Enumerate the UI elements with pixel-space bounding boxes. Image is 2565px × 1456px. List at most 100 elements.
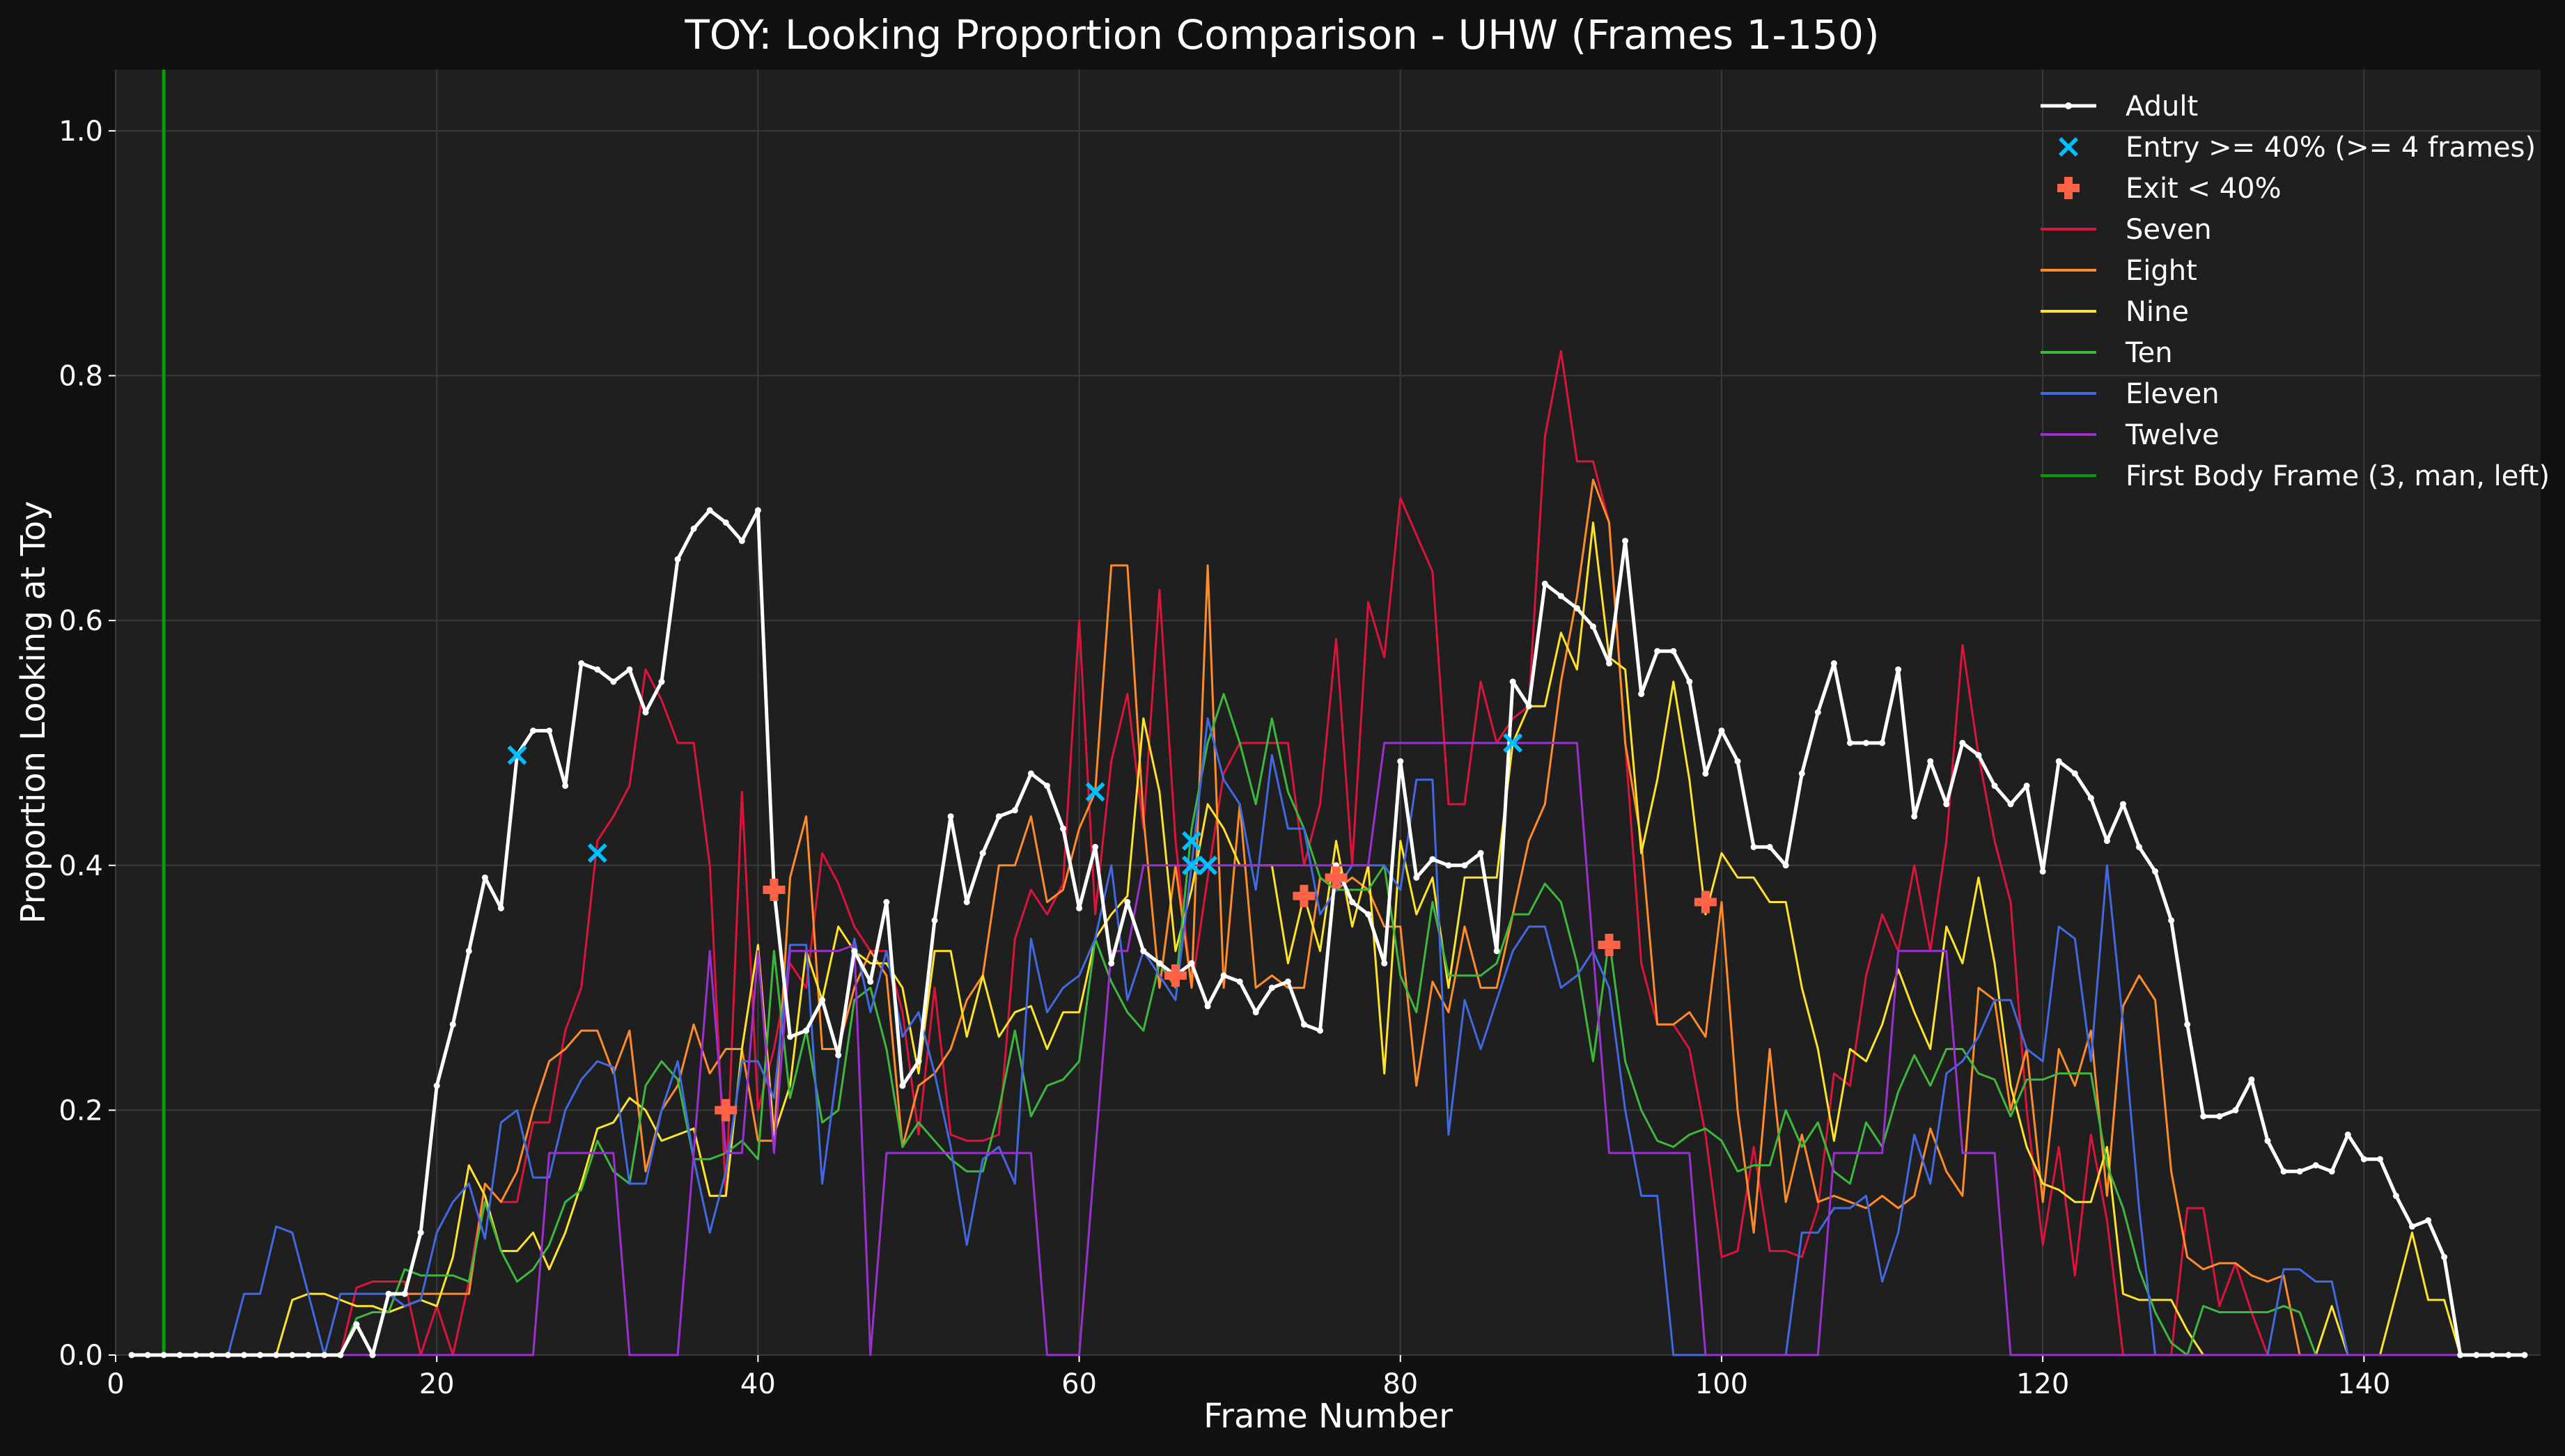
adult-point [481,874,488,881]
plus-marker-shape [1598,934,1621,957]
adult-point [1445,862,1452,869]
adult-point [1606,660,1613,667]
adult-point [835,1051,842,1058]
adult-point [2216,1113,2223,1120]
exit-marker [1293,884,1316,907]
adult-point [224,1352,231,1359]
adult-point [995,813,1002,820]
entry-marker [1198,855,1218,875]
adult-point [931,917,938,924]
adult-point [1092,843,1099,850]
adult-point [1043,782,1050,789]
adult-point [979,850,986,856]
y-axis-label: Proportion Looking at Toy [14,501,53,923]
x-marker-shape [507,745,527,765]
adult-point [337,1352,344,1359]
plus-marker-shape [1164,964,1187,987]
legend-label: Seven [2126,214,2212,246]
adult-point [1654,648,1661,655]
adult-point [1798,770,1805,777]
adult-point [1573,605,1580,612]
adult-point [2264,1137,2271,1144]
entry-marker [1181,855,1201,875]
adult-point [2328,1168,2335,1175]
adult-point [1284,978,1291,985]
adult-point [2312,1161,2319,1168]
x-tick-label: 140 [2337,1368,2390,1400]
entry-marker [587,843,607,863]
adult-point [385,1290,392,1297]
adult-point [1959,739,1966,746]
y-tick-label: 0.2 [59,1095,103,1127]
x-tick-label: 0 [107,1368,124,1400]
entry-marker [507,745,527,765]
adult-point [530,727,537,734]
plus-marker-shape [2057,177,2080,199]
adult-point [353,1321,360,1328]
legend-label: Nine [2126,296,2189,328]
markers [507,733,1717,1122]
adult-point [2200,1113,2207,1120]
adult-point [2505,1352,2512,1359]
legend-swatch-point [2065,102,2072,109]
y-axis-ticks: 0.0 0.2 0.4 0.6 0.8 1.0 [59,116,116,1372]
adult-point [1686,678,1693,685]
adult-point [2136,843,2143,850]
x-tick-label: 60 [1061,1368,1097,1400]
exit-marker [1164,964,1187,987]
adult-point [1365,911,1372,918]
adult-point [2248,1076,2255,1083]
adult-point [1943,801,1950,808]
adult-point [1397,758,1404,765]
x-marker-shape [1181,831,1201,851]
adult-point [1076,905,1083,911]
adult-point [1300,1021,1307,1028]
x-tick-label: 100 [1695,1368,1748,1400]
adult-point [1557,593,1564,600]
series-line-twelve [132,742,2477,1356]
adult-point [1782,862,1789,869]
adult-point [546,727,553,734]
adult-point [1846,739,1853,746]
legend-item: Eight [2041,255,2197,287]
adult-point [626,666,633,673]
adult-point [610,678,617,685]
legend-label: Exit < 40% [2126,173,2282,205]
adult-point [1862,739,1869,746]
x-tick-label: 120 [2016,1368,2069,1400]
legend-item: Exit < 40% [2057,173,2282,205]
adult-point [1734,758,1741,765]
x-marker-shape [587,843,607,863]
adult-point [1349,899,1356,906]
adult-point [819,996,826,1003]
adult-point [2392,1192,2399,1199]
adult-point [305,1352,312,1359]
legend-label: Entry >= 40% (>= 4 frames) [2126,132,2536,164]
adult-point [465,948,472,955]
adult-point [706,507,713,514]
x-tick-label: 40 [740,1368,776,1400]
adult-point [915,1058,922,1065]
adult-point [2473,1352,2480,1359]
adult-point [2071,770,2078,777]
y-tick-label: 0.6 [59,605,103,637]
adult-point [2039,868,2046,875]
adult-point [1011,807,1018,814]
adult-point [192,1352,199,1359]
plus-marker-shape [763,878,786,901]
adult-point [2296,1168,2303,1175]
adult-point [1156,960,1163,966]
entry-marker [1503,733,1523,753]
legend-label: First Body Frame (3, man, left) [2126,460,2550,492]
adult-point [1991,782,1998,789]
adult-point [2184,1021,2191,1028]
adult-point [2168,917,2175,924]
x-tick-label: 20 [419,1368,455,1400]
legend-label: Eight [2126,255,2197,287]
x-marker-shape [1085,782,1105,802]
adult-point [2489,1352,2496,1359]
x-marker-shape [1198,855,1218,875]
adult-point [2087,794,2094,801]
adult-point [2055,758,2062,765]
adult-point [2007,801,2014,808]
